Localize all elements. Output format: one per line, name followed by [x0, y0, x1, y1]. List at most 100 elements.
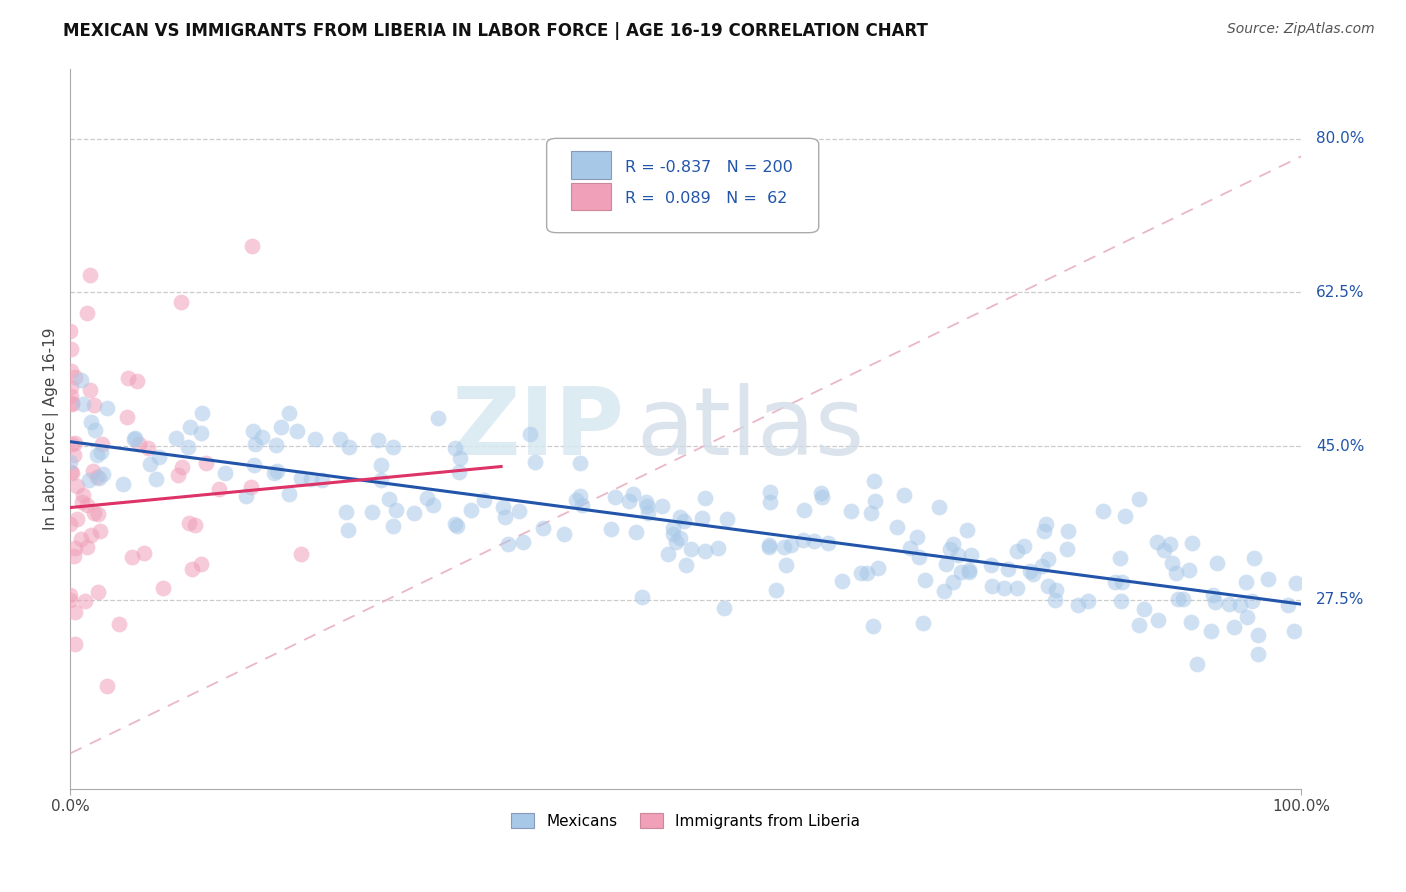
- Immigrants from Liberia: [83, 506, 105, 520]
- Immigrants from Liberia: [240, 480, 263, 494]
- Text: 62.5%: 62.5%: [1316, 285, 1365, 300]
- Y-axis label: In Labor Force | Age 16-19: In Labor Force | Age 16-19: [44, 327, 59, 530]
- Mexicans: [938, 541, 960, 556]
- Mexicans: [77, 473, 100, 487]
- Mexicans: [669, 531, 692, 545]
- Mexicans: [600, 522, 623, 536]
- Mexicans: [496, 537, 519, 551]
- Mexicans: [831, 574, 853, 588]
- Mexicans: [792, 533, 814, 547]
- Mexicans: [1133, 601, 1156, 615]
- Mexicans: [911, 615, 934, 630]
- Mexicans: [1056, 541, 1078, 556]
- Mexicans: [1111, 575, 1133, 590]
- Mexicans: [942, 575, 965, 590]
- Immigrants from Liberia: [117, 410, 139, 425]
- Immigrants from Liberia: [65, 637, 87, 651]
- Immigrants from Liberia: [59, 324, 82, 338]
- Mexicans: [569, 456, 592, 470]
- Mexicans: [1128, 618, 1150, 632]
- Mexicans: [553, 526, 575, 541]
- Immigrants from Liberia: [63, 541, 86, 556]
- Mexicans: [1185, 657, 1208, 672]
- Mexicans: [1031, 559, 1053, 574]
- Mexicans: [1164, 566, 1187, 580]
- Mexicans: [1218, 597, 1240, 611]
- Mexicans: [849, 566, 872, 580]
- Mexicans: [839, 504, 862, 518]
- Text: R = -0.837   N = 200: R = -0.837 N = 200: [626, 160, 793, 175]
- Mexicans: [337, 440, 360, 454]
- Text: R =  0.089   N =  62: R = 0.089 N = 62: [626, 192, 787, 206]
- Immigrants from Liberia: [72, 488, 94, 502]
- Mexicans: [673, 515, 696, 529]
- Mexicans: [1206, 556, 1229, 570]
- Mexicans: [631, 590, 654, 604]
- Immigrants from Liberia: [80, 528, 103, 542]
- Mexicans: [1167, 591, 1189, 606]
- Mexicans: [1171, 592, 1194, 607]
- Mexicans: [803, 534, 825, 549]
- Immigrants from Liberia: [60, 396, 83, 410]
- Mexicans: [329, 433, 352, 447]
- Mexicans: [460, 502, 482, 516]
- Immigrants from Liberia: [108, 617, 131, 632]
- Mexicans: [523, 455, 546, 469]
- Immigrants from Liberia: [59, 342, 82, 356]
- Mexicans: [863, 474, 886, 488]
- Mexicans: [898, 541, 921, 556]
- Mexicans: [793, 503, 815, 517]
- Mexicans: [758, 538, 780, 552]
- Mexicans: [90, 445, 112, 459]
- Mexicans: [1045, 582, 1067, 597]
- Text: Source: ZipAtlas.com: Source: ZipAtlas.com: [1227, 22, 1375, 37]
- Mexicans: [1128, 492, 1150, 507]
- Mexicans: [148, 450, 170, 464]
- Mexicans: [759, 485, 782, 500]
- Mexicans: [446, 519, 468, 533]
- Mexicans: [1146, 613, 1168, 627]
- Mexicans: [758, 540, 780, 554]
- Immigrants from Liberia: [90, 436, 112, 450]
- Mexicans: [444, 441, 467, 455]
- Mexicans: [270, 420, 292, 434]
- Mexicans: [1056, 524, 1078, 538]
- Mexicans: [138, 458, 160, 472]
- Mexicans: [914, 573, 936, 587]
- Mexicans: [508, 503, 530, 517]
- Mexicans: [190, 425, 212, 440]
- Immigrants from Liberia: [290, 547, 312, 561]
- Immigrants from Liberia: [179, 516, 201, 531]
- Immigrants from Liberia: [208, 483, 231, 497]
- Mexicans: [1153, 542, 1175, 557]
- Mexicans: [950, 565, 973, 579]
- Mexicans: [382, 440, 405, 454]
- Mexicans: [1229, 598, 1251, 612]
- Mexicans: [1035, 516, 1057, 531]
- Mexicans: [1036, 579, 1059, 593]
- Mexicans: [449, 450, 471, 465]
- Immigrants from Liberia: [60, 396, 83, 410]
- Immigrants from Liberia: [76, 541, 98, 555]
- Immigrants from Liberia: [167, 468, 190, 483]
- Mexicans: [993, 582, 1015, 596]
- Mexicans: [779, 538, 801, 552]
- Mexicans: [669, 510, 692, 524]
- Mexicans: [862, 618, 884, 632]
- Mexicans: [179, 420, 201, 434]
- Immigrants from Liberia: [59, 517, 82, 532]
- Mexicans: [980, 558, 1002, 572]
- Text: 27.5%: 27.5%: [1316, 592, 1364, 607]
- Mexicans: [492, 500, 515, 515]
- Mexicans: [716, 512, 738, 526]
- Mexicans: [235, 489, 257, 503]
- Mexicans: [860, 506, 883, 520]
- Mexicans: [367, 434, 389, 448]
- Mexicans: [1109, 594, 1132, 608]
- Mexicans: [1005, 581, 1028, 595]
- Mexicans: [695, 544, 717, 558]
- Mexicans: [775, 558, 797, 572]
- Mexicans: [1247, 628, 1270, 642]
- Mexicans: [1005, 544, 1028, 558]
- Immigrants from Liberia: [63, 605, 86, 619]
